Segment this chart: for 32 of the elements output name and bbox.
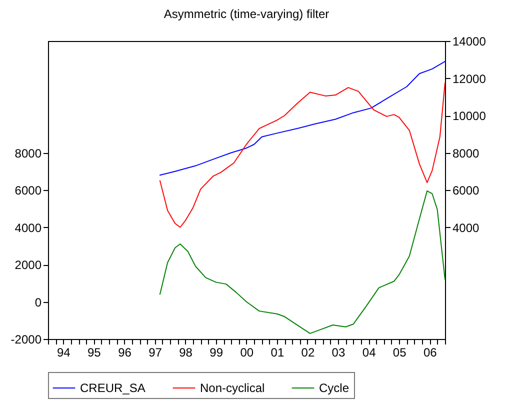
x-tick-label: 98 (179, 346, 193, 360)
chart-title: Asymmetric (time-varying) filter (164, 7, 330, 21)
x-tick-label: 05 (392, 346, 407, 360)
y2-tick-label: 14000 (452, 34, 486, 48)
y2-tick-label: 8000 (452, 146, 480, 160)
x-tick-label: 96 (118, 346, 132, 360)
x-tick-label: 03 (332, 346, 346, 360)
y-tick-label: 2000 (14, 258, 42, 272)
x-tick-label: 02 (301, 346, 315, 360)
line-series (159, 82, 446, 228)
x-tick-label: 95 (87, 346, 102, 360)
y-tick-label: 8000 (14, 146, 42, 160)
y2-tick-label: 12000 (452, 72, 486, 86)
x-tick-label: 94 (56, 346, 71, 360)
y2-tick-label: 4000 (452, 220, 480, 235)
x-tick-label: 04 (362, 346, 376, 360)
legend-label: Cycle (319, 381, 350, 395)
x-tick-label: 99 (210, 346, 224, 360)
y2-tick-label: 10000 (452, 109, 486, 123)
y2-tick-label: 6000 (452, 184, 480, 198)
y-tick-label: 0 (34, 295, 42, 310)
x-tick-label: 06 (423, 346, 438, 360)
line-series (159, 190, 446, 334)
y-tick-label: 4000 (14, 220, 42, 235)
y-tick-label: -2000 (10, 332, 42, 346)
legend-label: Non-cyclical (200, 381, 265, 395)
x-tick-label: 01 (270, 346, 284, 360)
x-tick-label: 97 (148, 346, 162, 360)
x-tick-label: 00 (240, 346, 254, 360)
legend-label: CREUR_SA (80, 381, 146, 395)
line-series (159, 60, 446, 176)
y-tick-label: 6000 (14, 184, 42, 198)
